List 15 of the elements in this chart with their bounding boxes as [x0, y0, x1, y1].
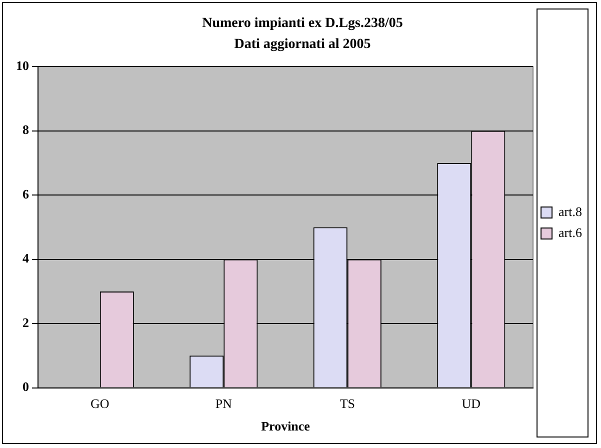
- chart-title: Numero impianti ex D.Lgs.238/05: [202, 16, 403, 32]
- y-tick-label: 8: [22, 122, 30, 138]
- legend-label: art.6: [558, 224, 582, 240]
- y-tick-label: 6: [22, 186, 30, 202]
- legend-label: art.8: [558, 204, 582, 219]
- x-tick-label: UD: [462, 396, 481, 412]
- x-tick-label: TS: [340, 396, 355, 412]
- x-axis-title: Province: [261, 418, 310, 434]
- y-tick-label: 2: [22, 314, 29, 330]
- y-tick-label: 10: [16, 58, 29, 73]
- x-tick-label: GO: [90, 396, 110, 412]
- chart-subtitle: Dati aggiornati al 2005: [234, 36, 371, 52]
- x-tick-label: PN: [215, 396, 233, 412]
- y-tick-label: 4: [22, 250, 30, 266]
- y-tick-label: 0: [22, 379, 29, 394]
